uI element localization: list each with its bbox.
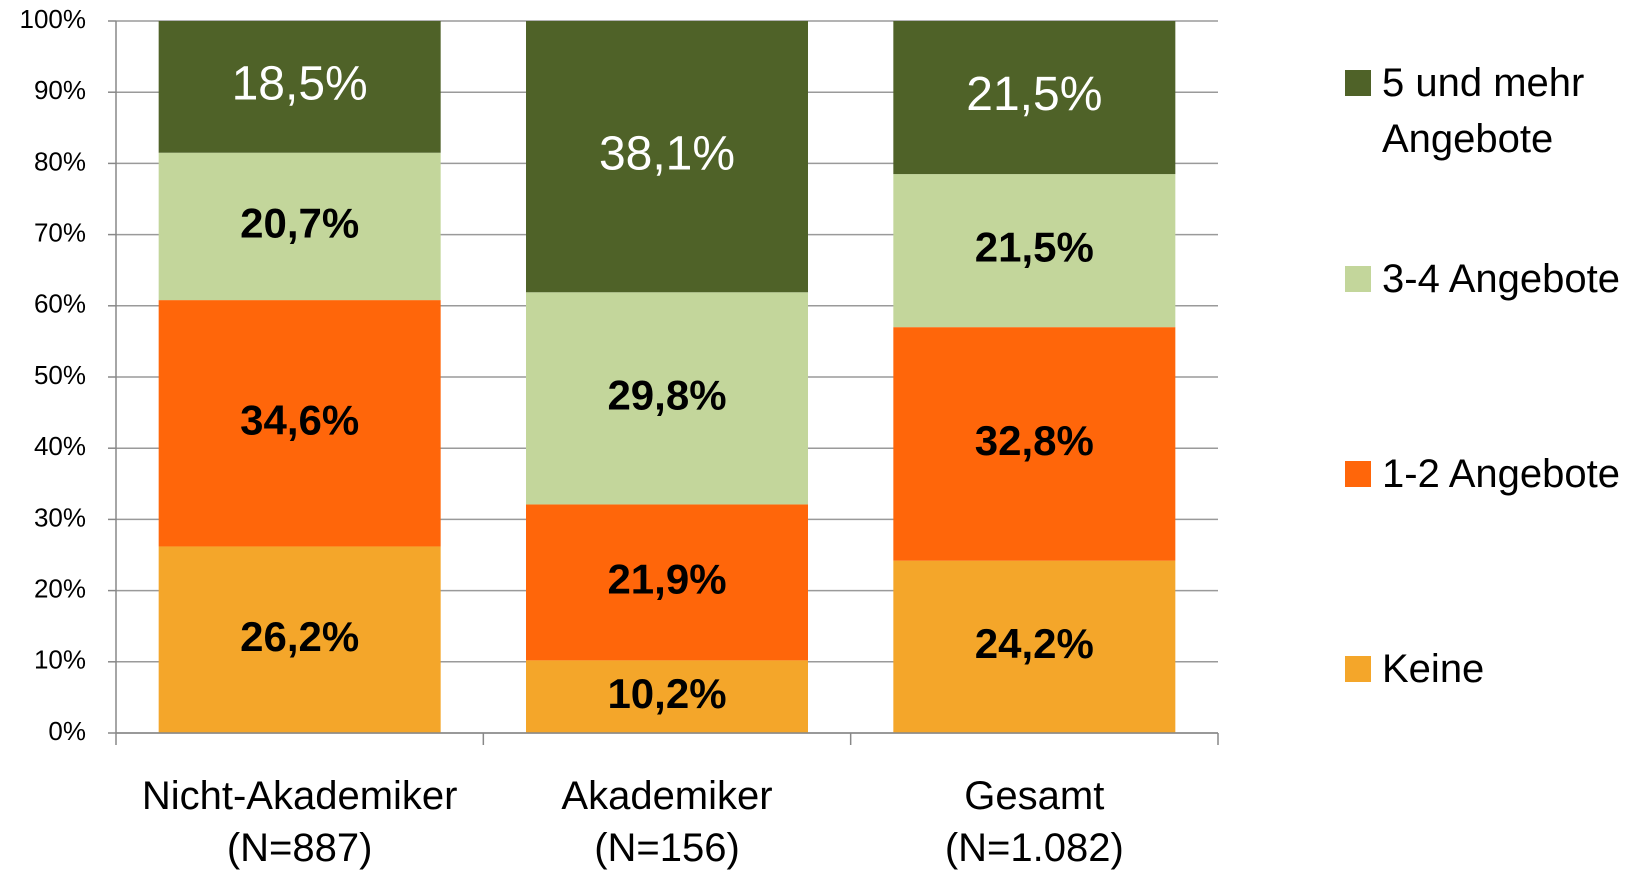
legend-swatch xyxy=(1345,656,1371,682)
x-tick-label: Nicht-Akademiker (N=887) xyxy=(141,774,458,870)
data-label: 21,9% xyxy=(607,556,726,603)
bar-segment xyxy=(893,327,1176,561)
y-tick-label: 50% xyxy=(34,360,86,390)
bar-segment xyxy=(526,504,808,661)
y-tick-label: 60% xyxy=(34,289,86,319)
y-tick-label: 90% xyxy=(34,75,86,105)
y-tick-label: 20% xyxy=(34,573,86,603)
x-tick-label: Gesamt (N=1.082) xyxy=(944,774,1124,870)
data-label: 20,7% xyxy=(240,200,359,247)
data-label: 29,8% xyxy=(607,371,726,418)
legend-label: Keine xyxy=(1382,647,1485,691)
data-label: 21,5% xyxy=(966,68,1102,121)
data-label: 18,5% xyxy=(232,58,368,111)
y-tick-label: 10% xyxy=(34,645,86,675)
bar-segment xyxy=(158,300,441,547)
data-label: 34,6% xyxy=(240,396,359,443)
y-tick-label: 40% xyxy=(34,431,86,461)
y-tick-label: 30% xyxy=(34,502,86,532)
y-tick-label: 100% xyxy=(20,4,87,34)
bar-segment xyxy=(893,560,1176,733)
legend-label: 3-4 Angebote xyxy=(1382,257,1620,301)
x-tick-label: Akademiker (N=156) xyxy=(561,774,773,870)
legend-swatch xyxy=(1345,461,1371,487)
bar-segment xyxy=(526,292,808,505)
data-label: 26,2% xyxy=(240,613,359,660)
y-tick-label: 0% xyxy=(48,716,86,746)
bar-segment xyxy=(526,660,808,733)
bar-segment xyxy=(158,21,441,153)
bar-segment xyxy=(893,21,1176,175)
y-tick-label: 80% xyxy=(34,146,86,176)
legend-swatch xyxy=(1345,266,1371,292)
data-label: 32,8% xyxy=(975,417,1094,464)
legend-label: 5 und mehr Angebote xyxy=(1382,61,1585,161)
bar-segment xyxy=(526,21,808,293)
legend-label: 1-2 Angebote xyxy=(1382,452,1620,496)
bar-segment xyxy=(158,152,441,301)
data-label: 10,2% xyxy=(607,670,726,717)
data-label: 38,1% xyxy=(599,127,735,180)
data-label: 24,2% xyxy=(975,620,1094,667)
data-label: 21,5% xyxy=(975,224,1094,271)
bar-segment xyxy=(893,174,1176,328)
legend-swatch xyxy=(1345,70,1371,96)
bar-segment xyxy=(158,546,441,733)
y-tick-label: 70% xyxy=(34,217,86,247)
